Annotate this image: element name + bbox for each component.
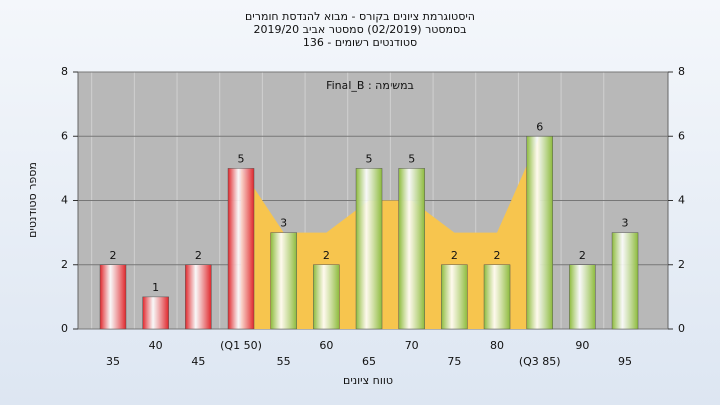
y2-tick-label: 4 (678, 194, 685, 207)
value-label: 5 (408, 152, 415, 165)
y-tick-label: 4 (61, 194, 68, 207)
value-label: 5 (238, 152, 245, 165)
bar (270, 232, 297, 330)
y-tick-label: 8 (61, 65, 68, 78)
x-tick-label: 90 (575, 339, 589, 352)
value-label: 2 (451, 249, 458, 262)
annotation: במשימה : Final_B (326, 79, 414, 92)
title-line: בסמסטר (02/2019) סמסטר אביב 2019/20 (253, 23, 466, 36)
bar (142, 296, 169, 330)
bar (441, 264, 468, 330)
x-tick-label: 55 (277, 355, 291, 368)
x-tick-label: 60 (319, 339, 333, 352)
title-line: סטודנטים רשומים - 136 (303, 36, 417, 49)
x-tick-label: 35 (106, 355, 120, 368)
value-label: 5 (366, 152, 373, 165)
x-tick-label: 80 (490, 339, 504, 352)
x-tick-label: 45 (191, 355, 205, 368)
bar (355, 168, 383, 330)
y2-tick-label: 2 (678, 258, 685, 271)
value-label: 1 (152, 281, 159, 294)
value-label: 2 (579, 249, 586, 262)
bar (185, 264, 212, 330)
x-tick-label: 40 (149, 339, 163, 352)
y2-tick-label: 0 (678, 322, 685, 335)
y-tick-label: 0 (61, 322, 68, 335)
value-label: 3 (280, 217, 287, 230)
value-label: 2 (323, 249, 330, 262)
bar (483, 264, 511, 330)
bar (569, 264, 596, 330)
value-label: 2 (195, 249, 202, 262)
y-tick-label: 2 (61, 258, 68, 271)
value-label: 2 (110, 249, 117, 262)
x-tick-label: 95 (618, 355, 632, 368)
bar (313, 264, 340, 330)
bar (227, 168, 255, 330)
bar (526, 136, 553, 330)
x-tick-label: 75 (447, 355, 461, 368)
title-line: היסטוגרמת ציונים בקורס - מבוא להנדסת חומ… (245, 10, 475, 23)
bar (99, 264, 127, 330)
bar (398, 168, 425, 330)
bar (611, 232, 639, 330)
x-tick-label: 65 (362, 355, 376, 368)
value-label: 3 (622, 217, 629, 230)
value-label: 6 (536, 120, 543, 133)
x-tick-label: (Q3 85) (519, 355, 561, 368)
y-tick-label: 6 (61, 129, 68, 142)
x-tick-label: 70 (405, 339, 419, 352)
y-axis-label: מספר סטודנטים (26, 162, 39, 238)
x-tick-label: (Q1 50) (220, 339, 262, 352)
value-label: 2 (494, 249, 501, 262)
y2-tick-label: 8 (678, 65, 685, 78)
x-axis-label: טווח ציונים (343, 374, 393, 387)
y2-tick-label: 6 (678, 129, 685, 142)
